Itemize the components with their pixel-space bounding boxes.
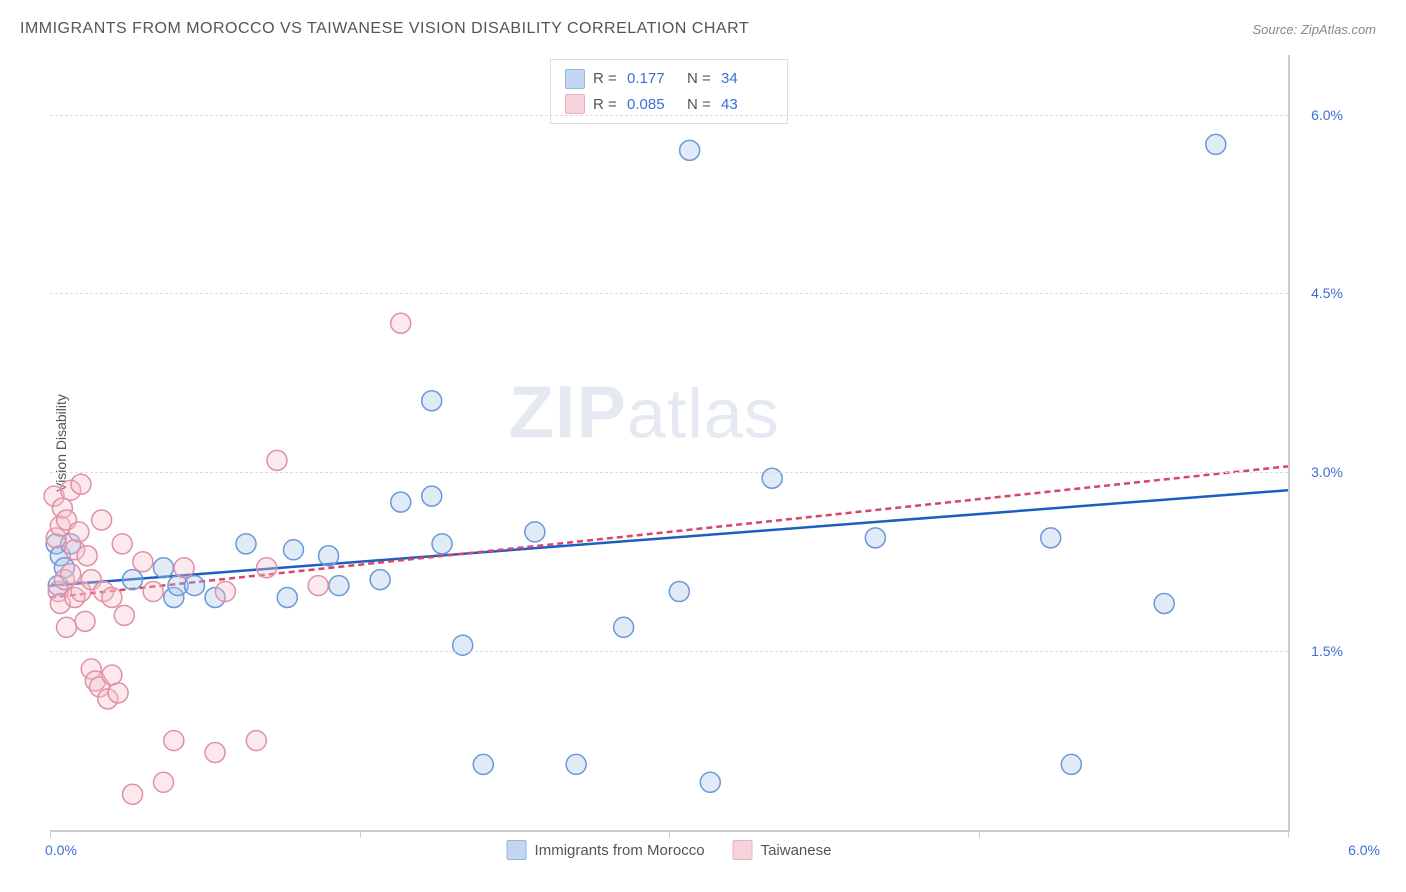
data-point [762, 468, 782, 488]
data-point [143, 582, 163, 602]
data-point [102, 665, 122, 685]
data-point [432, 534, 452, 554]
data-point [370, 570, 390, 590]
data-point [680, 140, 700, 160]
x-tick [50, 830, 51, 838]
data-point [236, 534, 256, 554]
y-tick-label: 1.5% [1311, 643, 1343, 659]
gridline-h [50, 651, 1288, 652]
data-point [75, 611, 95, 631]
data-point [108, 683, 128, 703]
data-point [566, 754, 586, 774]
data-point [1041, 528, 1061, 548]
stats-value-r: 0.177 [627, 66, 679, 92]
data-point [112, 534, 132, 554]
x-tick [360, 830, 361, 838]
data-point [123, 784, 143, 804]
data-point [77, 546, 97, 566]
data-point [92, 510, 112, 530]
stats-label-n: N = [687, 66, 713, 92]
trend-line [50, 490, 1288, 585]
data-point [525, 522, 545, 542]
plot-area: ZIPatlas R =0.177N =34R =0.085N =43 1.5%… [50, 55, 1290, 832]
data-point [205, 743, 225, 763]
data-point [669, 582, 689, 602]
data-point [391, 492, 411, 512]
data-point [283, 540, 303, 560]
stats-row: R = 0.177 N = 34 [565, 66, 773, 92]
data-point [422, 391, 442, 411]
data-point [184, 576, 204, 596]
data-point [102, 588, 122, 608]
chart-title: IMMIGRANTS FROM MOROCCO VS TAIWANESE VIS… [20, 20, 749, 38]
legend-item: Taiwanese [733, 840, 832, 860]
data-point [267, 450, 287, 470]
bottom-legend: Immigrants from Morocco Taiwanese [507, 840, 832, 860]
legend-swatch [565, 94, 585, 114]
data-point [174, 558, 194, 578]
data-point [308, 576, 328, 596]
stats-value-r: 0.085 [627, 92, 679, 118]
legend-swatch [507, 840, 527, 860]
legend-item: Immigrants from Morocco [507, 840, 705, 860]
x-axis-max-label: 6.0% [1348, 842, 1380, 858]
data-point [71, 474, 91, 494]
data-point [69, 522, 89, 542]
stats-value-n: 34 [721, 66, 773, 92]
legend-swatch [565, 69, 585, 89]
data-point [133, 552, 153, 572]
data-point [422, 486, 442, 506]
legend-swatch [733, 840, 753, 860]
gridline-h [50, 472, 1288, 473]
trend-line [50, 466, 1288, 597]
data-point [391, 313, 411, 333]
gridline-h [50, 293, 1288, 294]
data-point [614, 617, 634, 637]
data-point [123, 570, 143, 590]
x-tick [669, 830, 670, 838]
data-point [246, 731, 266, 751]
data-point [473, 754, 493, 774]
stats-label-n: N = [687, 92, 713, 118]
legend-label: Taiwanese [761, 842, 832, 859]
stats-label-r: R = [593, 66, 619, 92]
chart-svg [50, 55, 1288, 830]
data-point [329, 576, 349, 596]
x-tick [1288, 830, 1289, 838]
x-tick [979, 830, 980, 838]
y-tick-label: 3.0% [1311, 464, 1343, 480]
data-point [164, 731, 184, 751]
data-point [215, 582, 235, 602]
data-point [865, 528, 885, 548]
data-point [1061, 754, 1081, 774]
chart-container: Vision Disability ZIPatlas R =0.177N =34… [50, 55, 1380, 830]
gridline-h [50, 115, 1288, 116]
legend-label: Immigrants from Morocco [535, 842, 705, 859]
data-point [153, 772, 173, 792]
data-point [277, 588, 297, 608]
y-tick-label: 4.5% [1311, 285, 1343, 301]
data-point [700, 772, 720, 792]
data-point [1206, 134, 1226, 154]
x-axis-min-label: 0.0% [45, 842, 77, 858]
data-point [257, 558, 277, 578]
stats-label-r: R = [593, 92, 619, 118]
data-point [61, 564, 81, 584]
stats-row: R = 0.085 N = 43 [565, 92, 773, 118]
data-point [153, 558, 173, 578]
data-point [57, 617, 77, 637]
data-point [114, 605, 134, 625]
data-point [319, 546, 339, 566]
stats-value-n: 43 [721, 92, 773, 118]
y-tick-label: 6.0% [1311, 107, 1343, 123]
source-attribution: Source: ZipAtlas.com [1252, 22, 1376, 37]
data-point [453, 635, 473, 655]
data-point [1154, 593, 1174, 613]
